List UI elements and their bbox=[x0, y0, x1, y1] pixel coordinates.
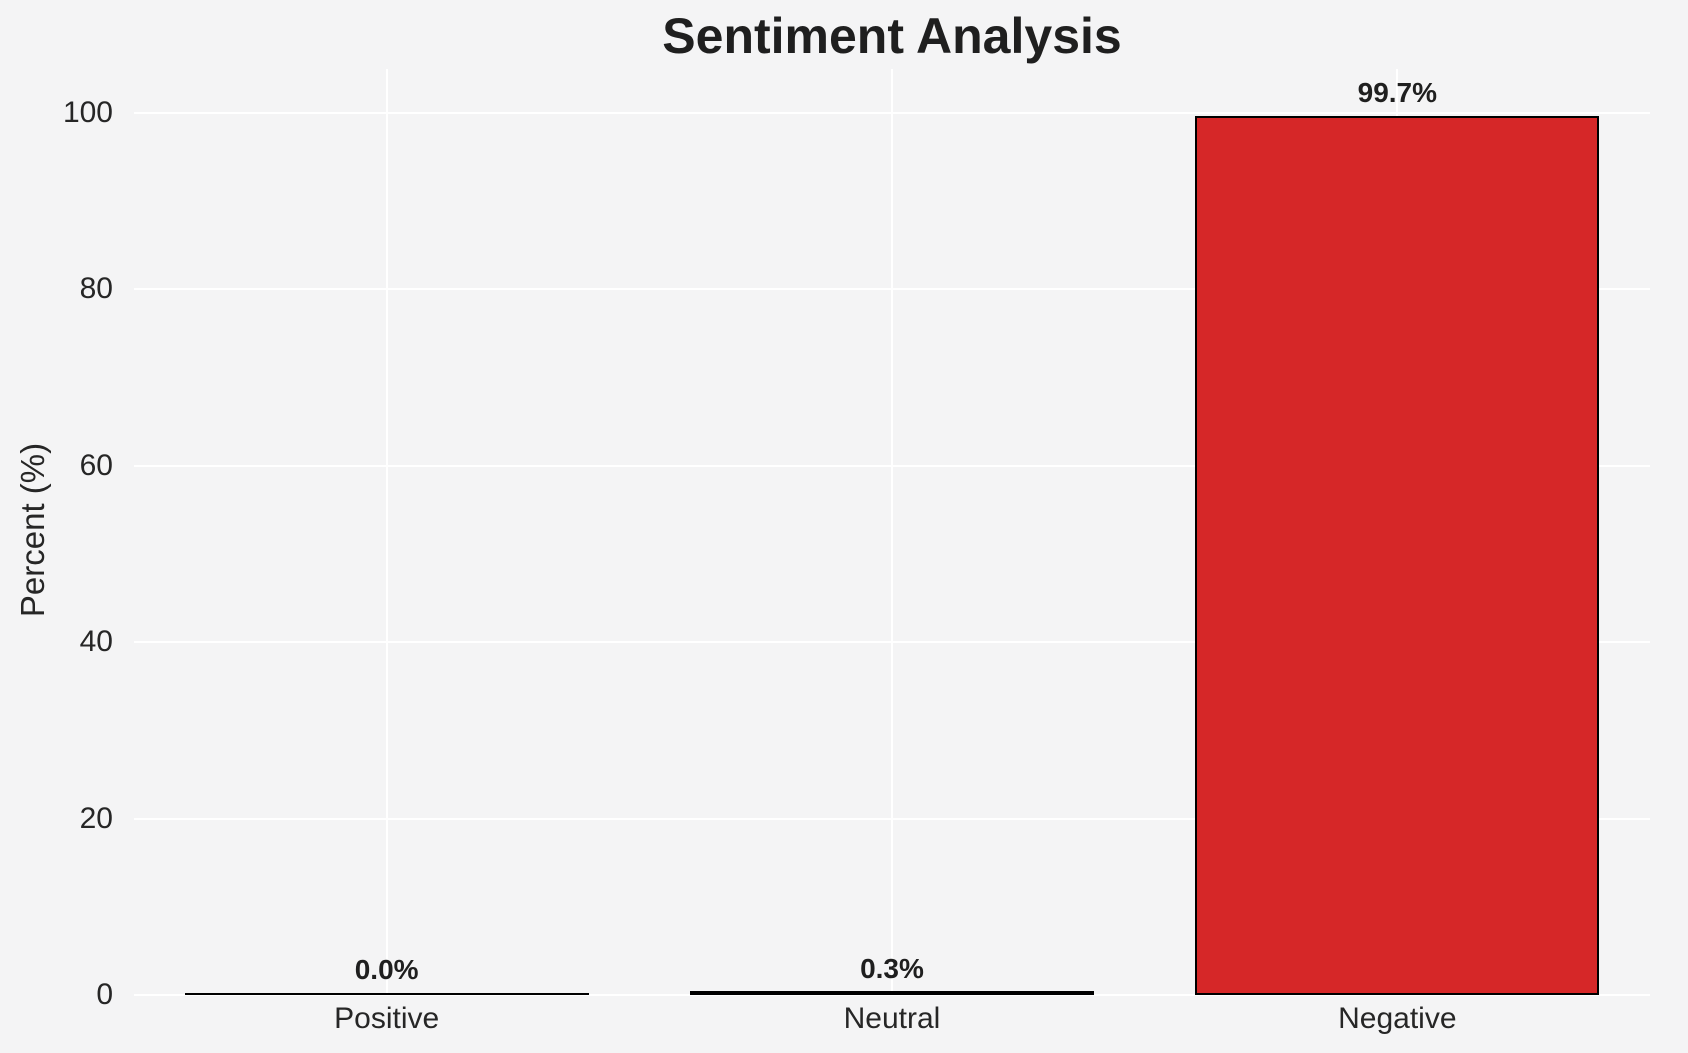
bar-value-label: 99.7% bbox=[1357, 76, 1438, 108]
bar-neutral bbox=[689, 991, 1095, 995]
y-tick-label: 100 bbox=[62, 96, 113, 130]
chart-title: Sentiment Analysis bbox=[662, 8, 1122, 64]
x-tick-label: Neutral bbox=[843, 1002, 941, 1035]
bar-negative bbox=[1195, 115, 1600, 995]
y-tick-label: 80 bbox=[79, 272, 113, 306]
x-tick-label: Negative bbox=[1338, 1002, 1457, 1035]
gridline-v bbox=[891, 69, 893, 995]
x-tick-label: Positive bbox=[334, 1002, 440, 1035]
bar-value-label: 0.0% bbox=[354, 954, 419, 985]
y-tick-label: 40 bbox=[79, 625, 113, 659]
y-tick-label: 60 bbox=[79, 448, 113, 482]
bar-value-label: 0.3% bbox=[860, 953, 924, 985]
y-tick-label: 0 bbox=[96, 978, 113, 1011]
plot-area: 0 20 40 60 80 100 0.0% Positive 0.3% Neutral 99.7%… bbox=[63, 69, 1650, 1035]
gridline-h bbox=[134, 994, 1650, 996]
y-tick-label: 20 bbox=[79, 801, 113, 835]
gridline-v bbox=[385, 69, 388, 995]
bar-positive bbox=[184, 993, 589, 995]
